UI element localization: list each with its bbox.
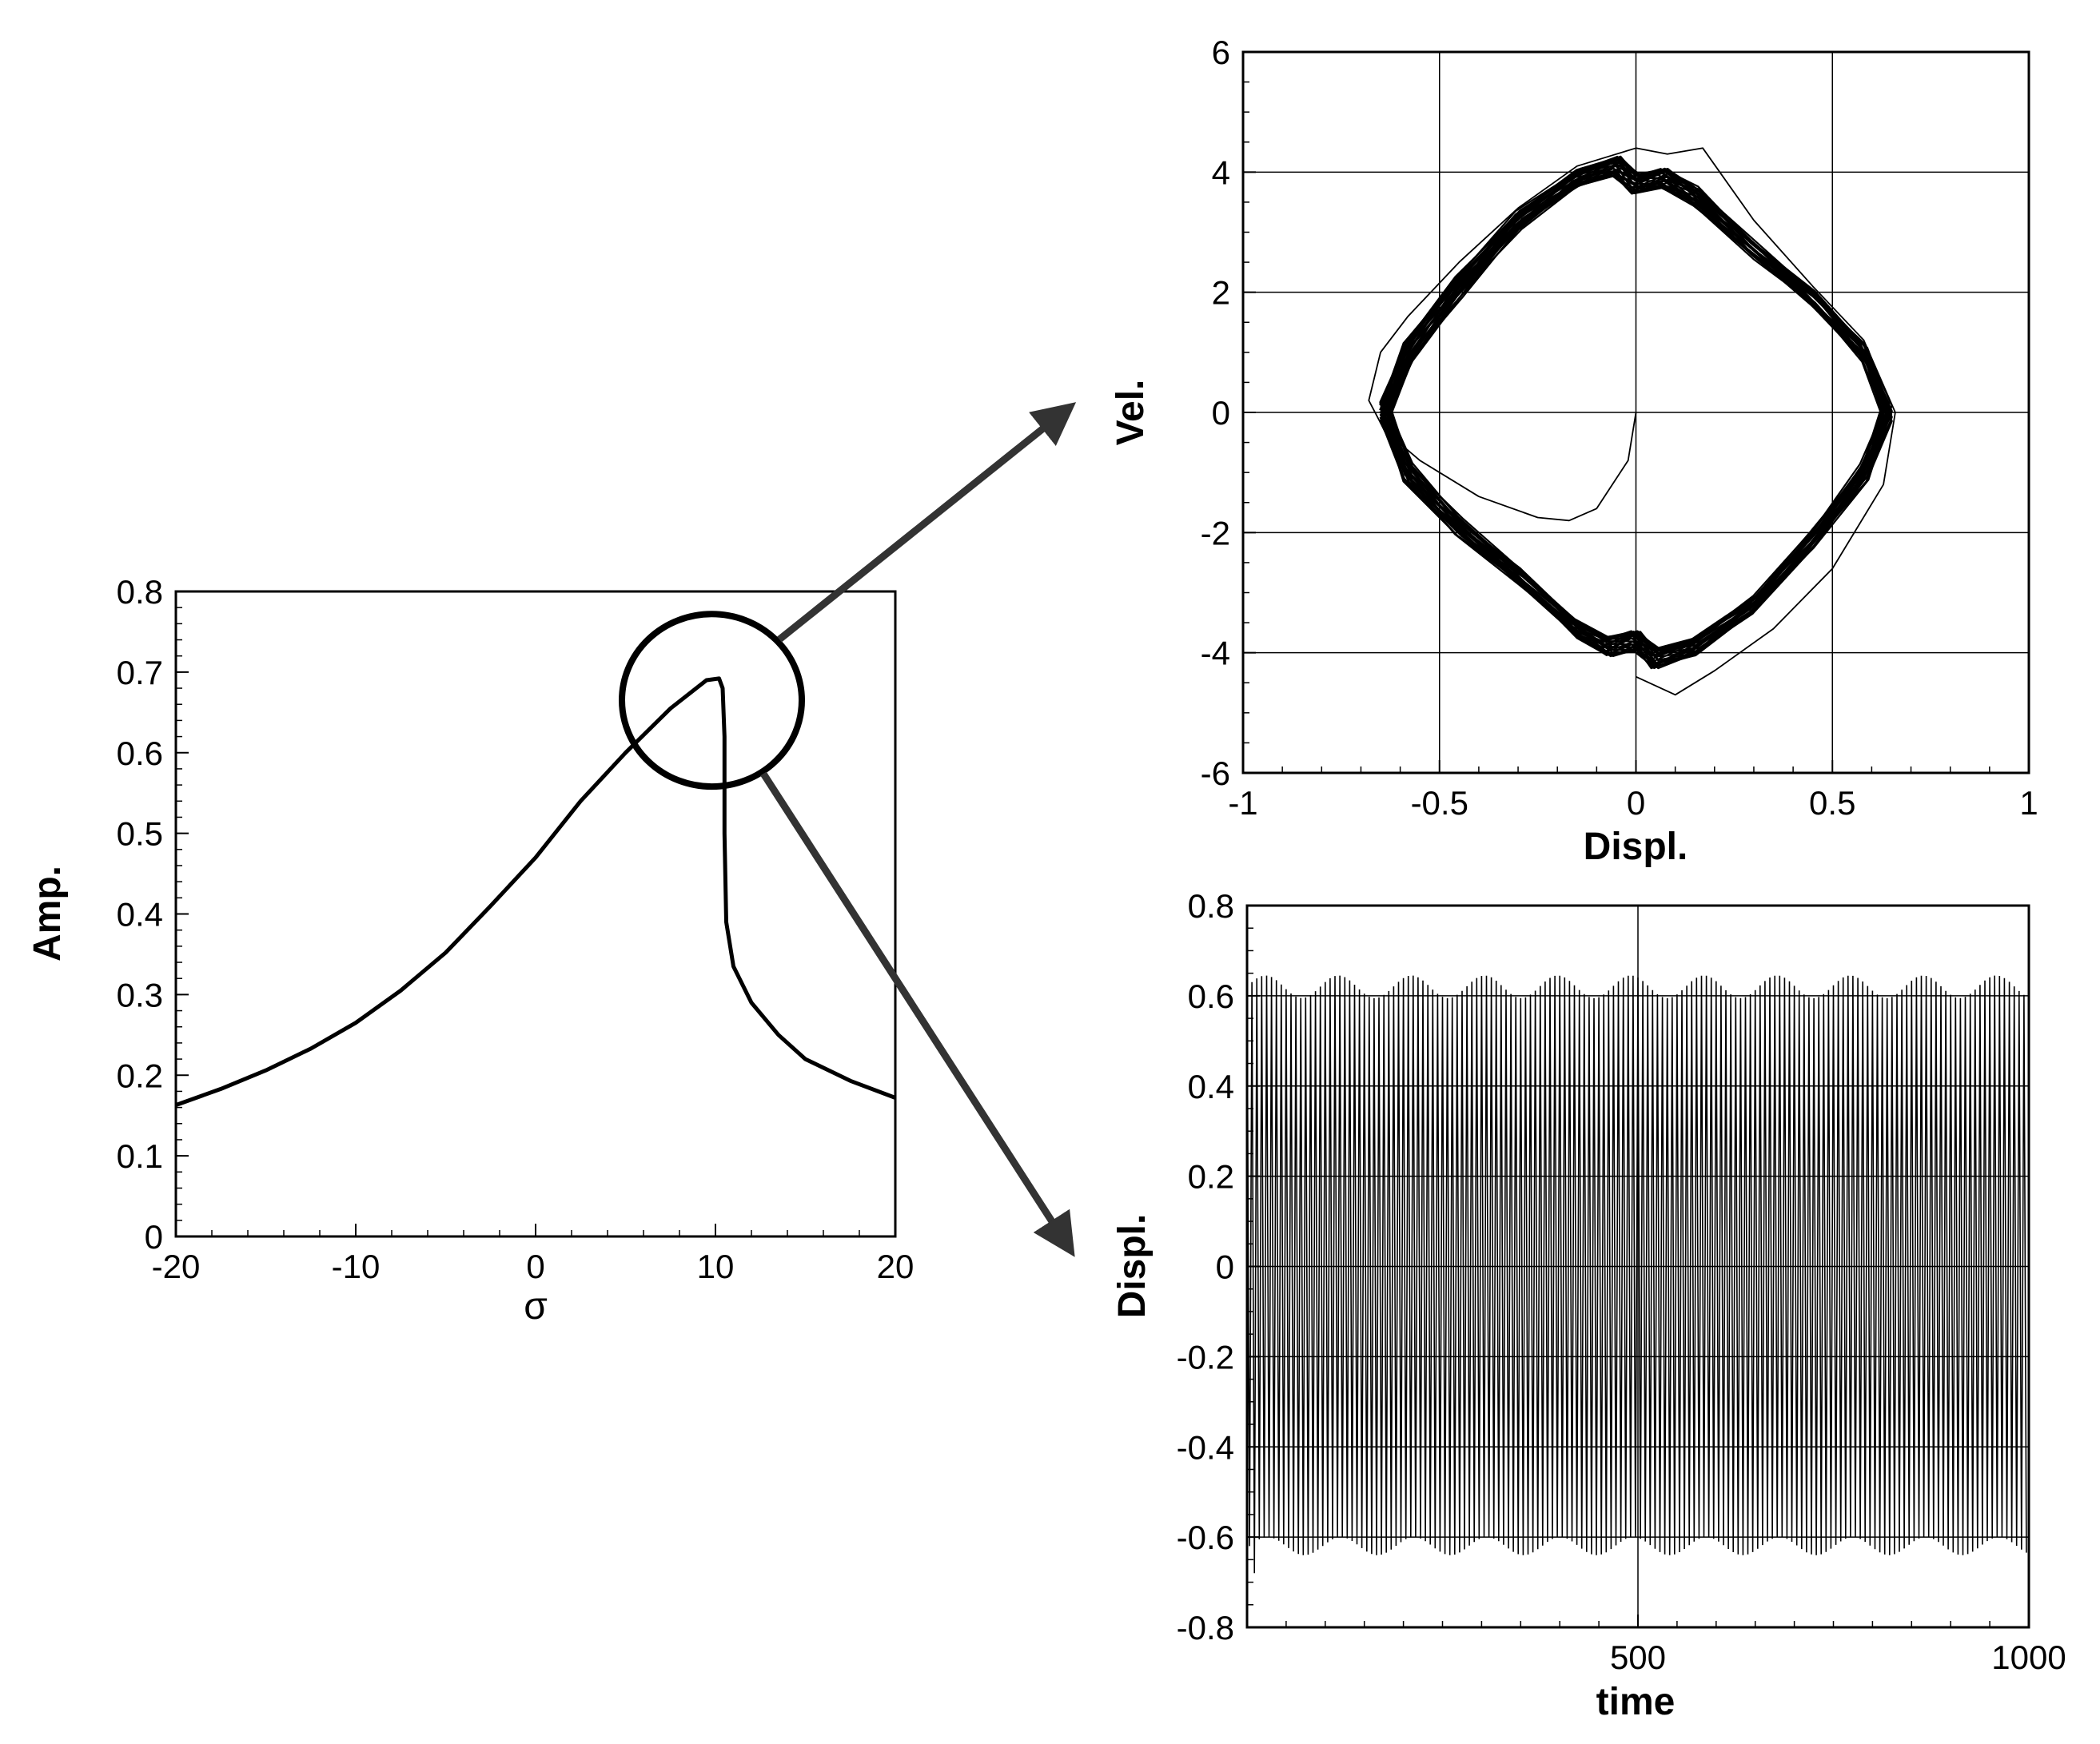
- y-tick-label: 0.8: [117, 573, 163, 611]
- y-tick-label: -0.4: [1177, 1428, 1234, 1466]
- y-tick-label: 0: [145, 1218, 163, 1256]
- highlight-circle: [619, 611, 805, 790]
- y-tick-label: -0.8: [1177, 1609, 1234, 1646]
- y-tick-label: -4: [1201, 635, 1230, 672]
- x-tick-label: 1000: [1991, 1638, 2066, 1676]
- transient-orbit: [1368, 147, 1896, 696]
- time-history-chart: 500 1000 -0.8 -0.6 -0.4 -0.2 0 0.2 0.4 0.6 0.8 tim…: [1111, 887, 2066, 1723]
- x-tick-label: 0: [1627, 784, 1645, 822]
- arrow-to-phase-portrait: [777, 402, 1077, 643]
- x-tick-label: 0: [526, 1248, 544, 1285]
- y-tick-label: 0.2: [1188, 1158, 1234, 1196]
- x-tick-label: 10: [697, 1248, 735, 1285]
- y-tick-label: 0.3: [117, 976, 163, 1013]
- y-tick-label: 0.7: [117, 654, 163, 691]
- y-tick-label: 0.6: [117, 735, 163, 772]
- limit-cycle-orbit: [1388, 161, 1884, 670]
- y-tick-label: 4: [1212, 153, 1230, 191]
- x-tick-label: 20: [877, 1248, 915, 1285]
- y-tick-label: 0.1: [117, 1137, 163, 1175]
- phase-portrait-chart: -1 -0.5 0 0.5 1 -6 -4 -2 0 2 4 6 Displ. Vel.: [1110, 34, 2038, 868]
- y-tick-label: -0.6: [1177, 1519, 1234, 1556]
- y-axis-title: Displ.: [1111, 1214, 1154, 1319]
- y-tick-label: 0.8: [1188, 887, 1234, 925]
- limit-cycle-orbit: [1379, 161, 1892, 655]
- limit-cycle-orbit: [1381, 173, 1891, 661]
- y-axis-title: Amp.: [26, 866, 69, 962]
- arrow-to-time-history: [760, 771, 1075, 1257]
- y-tick-label: 0.4: [1188, 1068, 1234, 1105]
- y-tick-label: 0: [1216, 1248, 1234, 1286]
- x-tick-label: 500: [1610, 1638, 1666, 1676]
- y-tick-label: 0.2: [117, 1057, 163, 1094]
- x-tick-label: -1: [1228, 784, 1257, 822]
- y-tick-label: 0.5: [117, 815, 163, 853]
- response-curve: [175, 676, 896, 1107]
- limit-cycle-orbit: [1379, 170, 1893, 651]
- y-tick-label: 2: [1212, 274, 1230, 312]
- y-tick-label: -0.2: [1177, 1338, 1234, 1376]
- y-tick-label: 0.6: [1188, 978, 1234, 1015]
- y-tick-label: -2: [1201, 514, 1230, 551]
- y-tick-label: 6: [1212, 34, 1230, 71]
- x-tick-label: -0.5: [1411, 784, 1468, 822]
- x-axis-title: time: [1596, 1681, 1676, 1723]
- x-tick-label: -20: [152, 1248, 201, 1285]
- x-axis-title: σ: [524, 1285, 548, 1328]
- x-axis-title: Displ.: [1584, 826, 1688, 868]
- y-tick-label: -6: [1201, 755, 1230, 792]
- x-tick-label: 1: [2019, 784, 2038, 822]
- x-tick-label: -10: [332, 1248, 381, 1285]
- frequency-response-chart: -20 -10 0 10 20 0 0.1 0.2 0.3 0.4 0.5 0.6 0.7 0.8 σ A…: [26, 573, 914, 1328]
- displacement-signal: [1246, 964, 2027, 1574]
- y-tick-label: 0: [1212, 394, 1230, 432]
- plot-frame: [174, 590, 897, 1238]
- y-axis-title: Vel.: [1110, 380, 1152, 446]
- y-tick-label: 0.4: [117, 896, 163, 934]
- x-tick-label: 0.5: [1809, 784, 1855, 822]
